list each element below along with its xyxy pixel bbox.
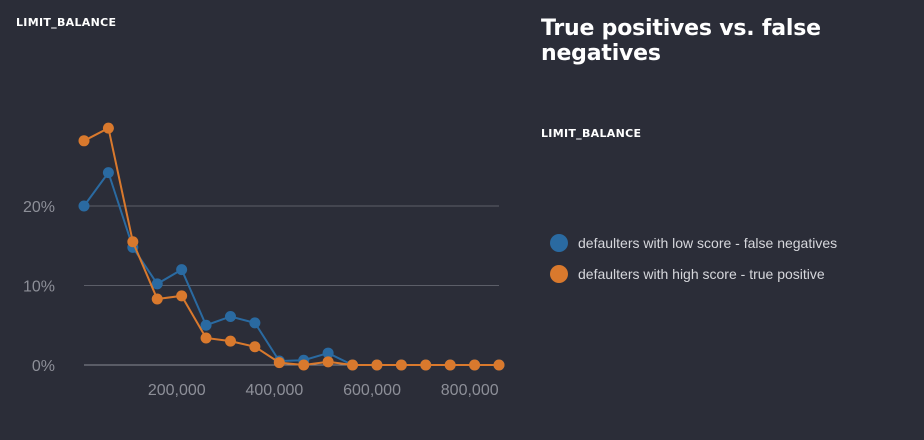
y-axis: 0% 10% 20% [23, 199, 55, 375]
data-point [493, 359, 505, 371]
x-tick-label: 400,000 [245, 382, 303, 399]
data-point [249, 317, 261, 329]
data-point [78, 135, 90, 147]
legend-label: defaulters with high score - true positi… [578, 266, 825, 282]
data-point [176, 290, 188, 302]
series-1 [78, 122, 505, 371]
data-point [273, 357, 285, 369]
legend: defaulters with low score - false negati… [550, 233, 837, 295]
data-point [249, 341, 261, 353]
data-point [127, 236, 139, 248]
data-point [298, 359, 310, 371]
legend-item-true-positive[interactable]: defaulters with high score - true positi… [550, 264, 837, 284]
y-tick-label: 10% [23, 279, 55, 296]
legend-label: defaulters with low score - false negati… [578, 235, 838, 251]
grid-lines [84, 205, 499, 366]
y-tick-label: 20% [23, 199, 55, 216]
y-tick-label: 0% [32, 358, 55, 375]
x-tick-label: 600,000 [343, 382, 401, 399]
chart-title: True positives vs. false negatives [541, 16, 821, 66]
data-point [151, 293, 163, 305]
data-point [469, 359, 481, 371]
series-line [83, 126, 499, 367]
data-point [224, 335, 236, 347]
data-point [200, 319, 212, 331]
legend-title: LIMIT_BALANCE [541, 127, 642, 140]
legend-item-false-negatives[interactable]: defaulters with low score - false negati… [550, 233, 837, 253]
data-point [224, 311, 236, 323]
data-point [371, 359, 383, 371]
x-tick-label: 800,000 [441, 382, 499, 399]
chart-field-label: LIMIT_BALANCE [16, 16, 117, 29]
data-point [102, 122, 114, 134]
data-point [420, 359, 432, 371]
data-point [102, 167, 114, 179]
data-point [395, 359, 407, 371]
data-point [322, 347, 334, 359]
series-0 [78, 167, 505, 371]
series-line [83, 170, 499, 366]
x-tick-label: 200,000 [148, 382, 206, 399]
data-point [322, 356, 334, 368]
data-point [347, 359, 359, 371]
data-point [78, 200, 90, 212]
data-point [176, 264, 188, 276]
data-point [444, 359, 456, 371]
series-layer [78, 122, 505, 371]
legend-swatch-blue [550, 234, 568, 252]
data-point [151, 278, 163, 290]
x-axis: 200,000 400,000 600,000 800,000 [148, 382, 499, 399]
data-point [200, 332, 212, 344]
legend-swatch-orange [550, 265, 568, 283]
